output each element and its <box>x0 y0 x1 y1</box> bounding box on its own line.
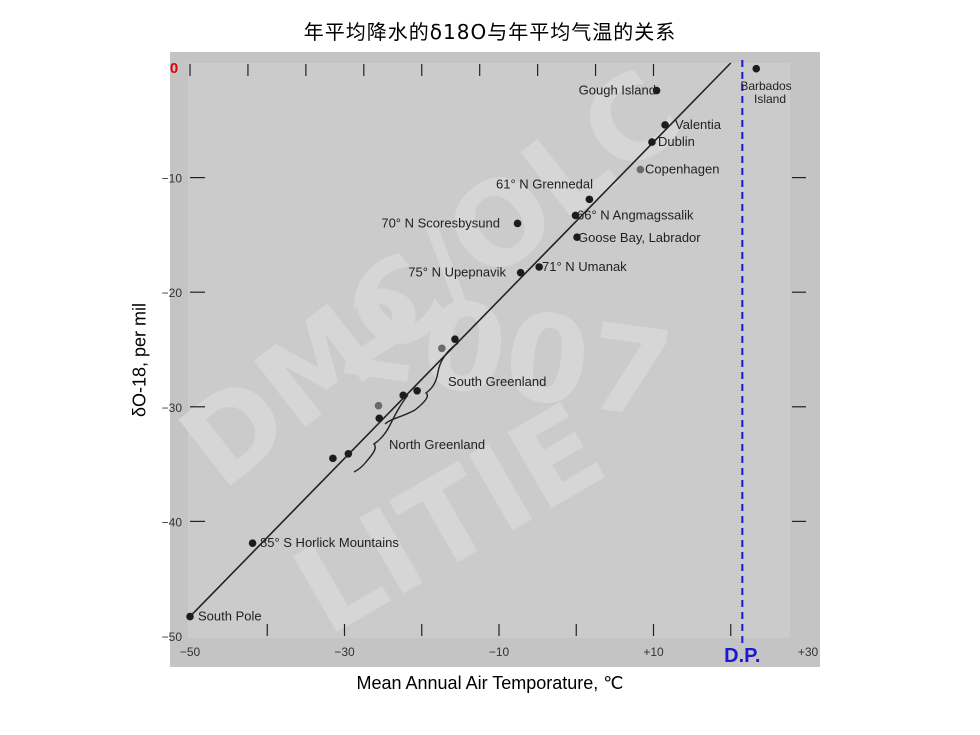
x-tick-label: −50 <box>180 645 201 659</box>
point-label: 66° N Angmagssalik <box>577 207 694 222</box>
point-label: 75° N Upepnavik <box>408 265 506 280</box>
point-label: Gough Island <box>579 83 656 98</box>
data-point <box>573 233 581 241</box>
data-point <box>652 86 661 95</box>
point-label: 61° N Grennedal <box>496 176 593 191</box>
y-tick-label: −50 <box>162 630 183 644</box>
plot-frame <box>188 63 790 638</box>
data-point <box>661 121 669 129</box>
bracket-label: South Greenland <box>448 374 546 389</box>
x-axis-label: Mean Annual Air Temporature, ℃ <box>356 673 624 693</box>
data-point <box>399 391 408 400</box>
y-tick-label: −10 <box>162 172 183 186</box>
point-labels: South Pole 85° S Horlick Mountains 75° N U… <box>198 79 792 624</box>
y-axis-label: δO-18, per mil <box>129 302 150 418</box>
data-point <box>329 454 337 463</box>
data-point <box>413 386 421 395</box>
point-label: Dublin <box>658 134 695 149</box>
data-point <box>186 612 194 621</box>
point-label: 71° N Umanak <box>542 259 627 274</box>
data-point <box>375 414 384 423</box>
point-label: Goose Bay, Labrador <box>578 230 701 245</box>
x-tick-label: +10 <box>643 645 664 659</box>
y-tick-label: −20 <box>162 286 183 300</box>
data-point <box>752 64 761 73</box>
data-point <box>344 449 353 458</box>
axes: −10 −20 −30 −40 −50−50 −30 −10 +10 +30 0 <box>162 60 819 659</box>
y-tick-label: −40 <box>162 515 183 529</box>
y-zero-label: 0 <box>170 60 178 77</box>
x-tick-label: −30 <box>334 645 355 659</box>
data-point <box>585 195 594 204</box>
data-point <box>648 138 656 146</box>
data-point <box>516 268 525 277</box>
point-label: Copenhagen <box>645 162 719 177</box>
point-label: 70° N Scoresbysund <box>381 215 500 230</box>
point-label: Island <box>754 92 786 106</box>
trend-line <box>189 62 732 618</box>
bracket-label: North Greenland <box>389 437 485 452</box>
data-point <box>535 263 543 271</box>
data-point <box>438 344 446 353</box>
point-label: Valentia <box>675 117 722 132</box>
bracket-south-greenland <box>384 342 459 425</box>
point-label: 85° S Horlick Mountains <box>260 535 399 550</box>
chart-title: 年平均降水的δ18O与年平均气温的关系 <box>303 20 677 44</box>
data-point <box>571 211 580 220</box>
data-point <box>636 165 645 174</box>
bracket-north-greenland <box>353 394 409 473</box>
data-point <box>513 219 522 228</box>
marks: D.P. <box>186 60 761 667</box>
data-point <box>248 539 257 547</box>
data-point <box>374 401 383 410</box>
dp-label: D.P. <box>724 645 760 667</box>
x-tick-label: −10 <box>489 645 510 659</box>
data-point <box>451 335 459 343</box>
point-label: South Pole <box>198 609 262 624</box>
point-label: Barbados <box>740 79 791 93</box>
x-tick-label: +30 <box>798 645 819 659</box>
y-tick-label: −30 <box>162 401 183 415</box>
